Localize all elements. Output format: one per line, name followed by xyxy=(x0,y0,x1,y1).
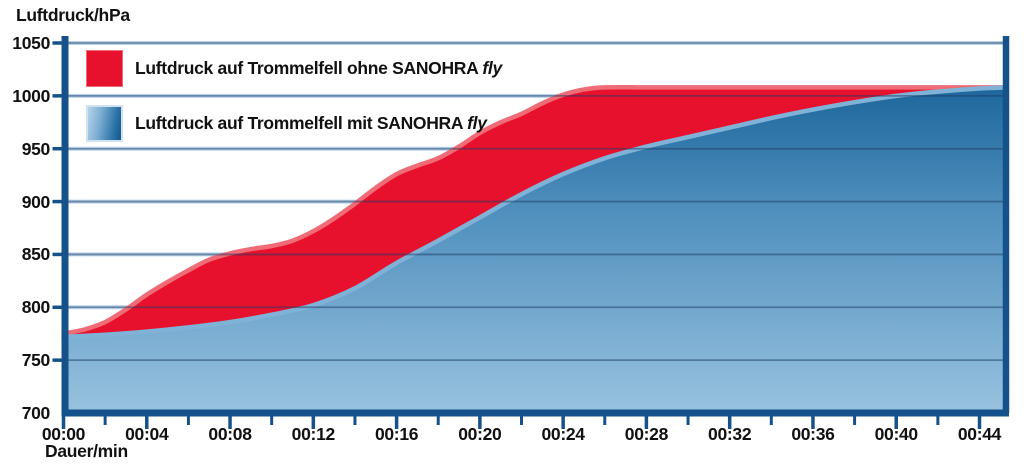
x-tick-label-00:44: 00:44 xyxy=(957,424,1002,444)
x-tick-label-00:20: 00:20 xyxy=(458,424,502,444)
legend-item-mit-sanohra: Luftdruck auf Trommelfell mit SANOHRA fl… xyxy=(86,105,487,142)
y-axis-title: Luftdruck/hPa xyxy=(16,5,130,25)
legend-item-ohne-sanohra: Luftdruck auf Trommelfell ohne SANOHRA f… xyxy=(86,50,502,87)
x-tick-label-00:28: 00:28 xyxy=(624,424,669,444)
series-edge-ohne-sanohra xyxy=(61,84,1009,336)
series-edge-mit-sanohra xyxy=(61,85,1009,340)
y-tick-label-900: 900 xyxy=(21,191,51,212)
y-tick-label-850: 850 xyxy=(21,244,51,265)
x-tick-label-00:32: 00:32 xyxy=(708,424,752,444)
x-axis-title: Dauer/min xyxy=(45,441,128,461)
x-tick-label-00:04: 00:04 xyxy=(125,424,169,444)
legend-label-mit-italic: fly xyxy=(467,113,487,133)
series-area-mit-sanohra xyxy=(63,87,1007,414)
legend-label-ohne-text: Luftdruck auf Trommelfell ohne SANOHRA xyxy=(135,58,478,78)
x-tick-label-00:00: 00:00 xyxy=(41,424,86,444)
y-tick-label-700: 700 xyxy=(21,403,51,423)
y-tick-label-1000: 1000 xyxy=(12,85,50,106)
x-tick-label-00:36: 00:36 xyxy=(791,424,835,444)
legend-label-ohne: Luftdruck auf Trommelfell ohne SANOHRA f… xyxy=(135,58,502,79)
y-tick-label-1050: 1050 xyxy=(12,33,50,53)
x-tick-label-00:12: 00:12 xyxy=(291,424,336,444)
x-tick-label-00:24: 00:24 xyxy=(541,424,585,444)
legend-label-mit: Luftdruck auf Trommelfell mit SANOHRA fl… xyxy=(135,113,487,134)
y-tick-label-800: 800 xyxy=(21,297,51,318)
x-tick-label-00:16: 00:16 xyxy=(374,424,419,444)
legend-label-mit-text: Luftdruck auf Trommelfell mit SANOHRA xyxy=(135,113,463,133)
y-tick-label-950: 950 xyxy=(21,138,51,159)
legend-label-ohne-italic: fly xyxy=(482,58,502,78)
legend-swatch-red xyxy=(86,50,123,87)
x-tick-label-00:08: 00:08 xyxy=(208,424,252,444)
x-tick-label-00:40: 00:40 xyxy=(874,424,919,444)
legend-swatch-blue-gradient xyxy=(86,105,123,142)
y-tick-label-750: 750 xyxy=(21,350,51,371)
